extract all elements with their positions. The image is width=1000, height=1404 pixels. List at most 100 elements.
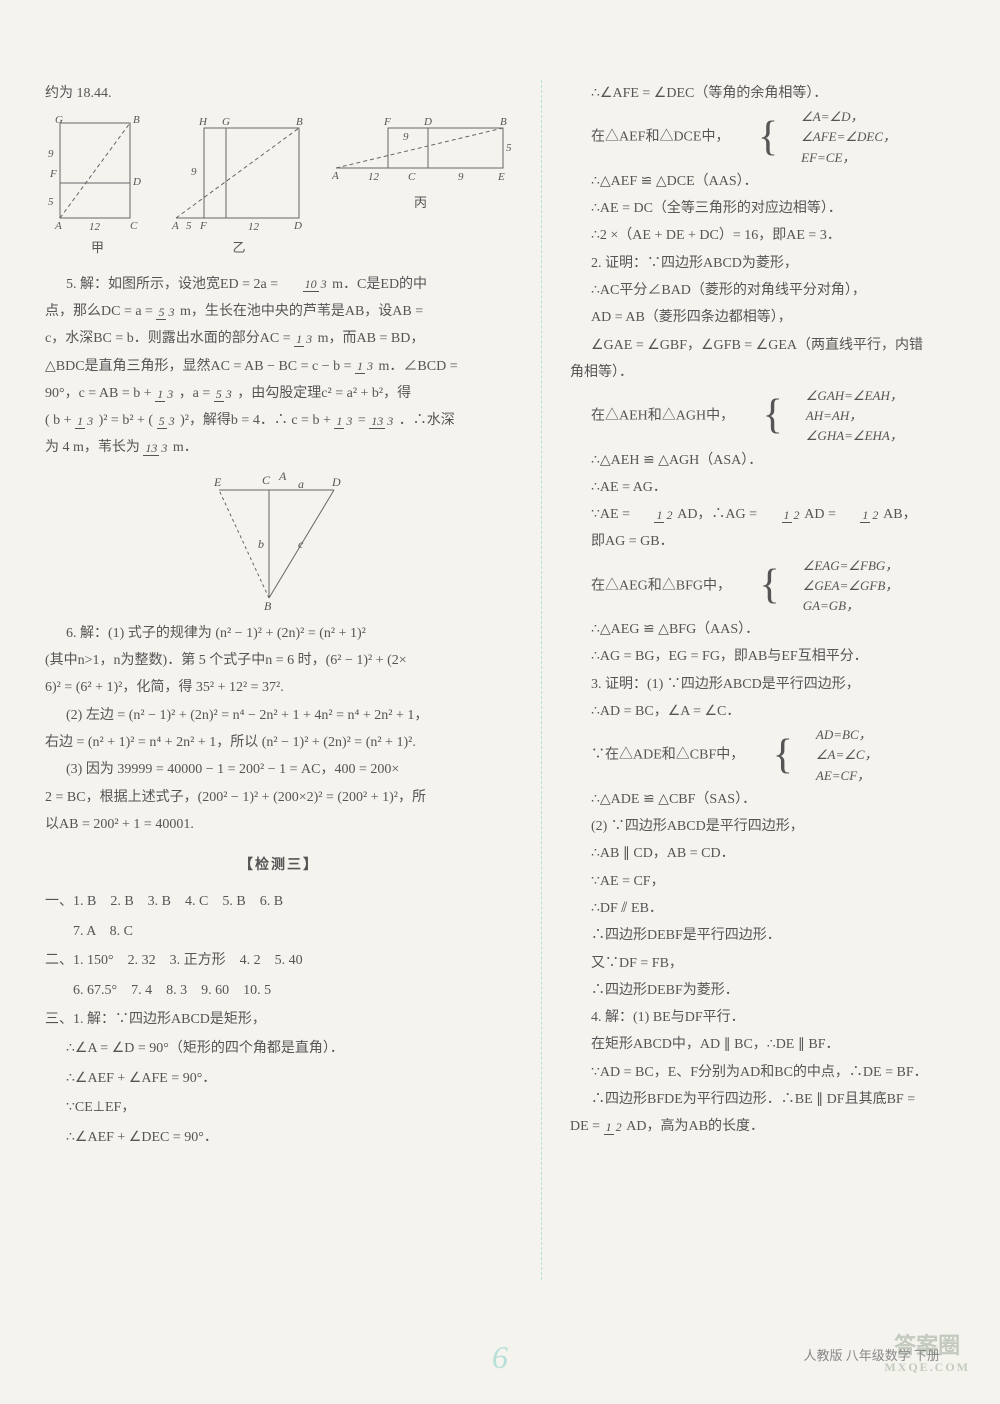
ans-row-3d: ∵CE⊥EF， [45, 1093, 513, 1122]
r20: ∵在△ADE和△CBF中， { AD=BC， ∠A=∠C， AE=CF， [570, 725, 955, 785]
diagram-three-rects: GB FD AC 95 12 甲 [45, 113, 513, 260]
r3: ∴△AEF ≌ △DCE（AAS）． [570, 168, 955, 195]
svg-text:C: C [408, 171, 416, 183]
r31: ∵AD = BC，E、F分别为AD和BC的中点，∴DE = BF． [570, 1059, 955, 1086]
r18: 3. 证明：(1) ∵四边形ABCD是平行四边形， [570, 671, 955, 698]
frac-5-3b: 53 [214, 388, 234, 400]
frac-1-2c: 12 [839, 509, 880, 521]
r6: 2. 证明：∵四边形ABCD为菱形， [570, 250, 955, 277]
svg-text:9: 9 [191, 166, 197, 178]
frac-1-3b: 13 [355, 360, 375, 372]
r23: ∴AB ∥ CD，AB = CD． [570, 840, 955, 867]
r19: ∴AD = BC，∠A = ∠C． [570, 698, 955, 725]
p6-line-e: 右边 = (n² + 1)² = n⁴ + 2n² + 1，所以 (n² − 1… [45, 729, 513, 756]
svg-text:F: F [383, 116, 391, 128]
p6-line-f: (3) 因为 39999 = 40000 − 1 = 200² − 1 = AC… [45, 756, 513, 783]
fig-bing-label: 丙 [328, 190, 513, 215]
ans-row-1b: 7. A 8. C [45, 917, 513, 946]
left-column: 约为 18.44. G B F D A C 9 5 12 [45, 80, 513, 1280]
svg-text:b: b [258, 537, 264, 551]
ans-row-3c: ∴∠AEF + ∠AFE = 90°． [45, 1064, 513, 1093]
svg-text:A: A [331, 170, 339, 182]
watermark: 答案圈 MXQE.COM [884, 1333, 970, 1374]
svg-text:F: F [199, 220, 207, 232]
svg-text:E: E [213, 475, 222, 489]
r16: ∴△AEG ≌ △BFG（AAS）． [570, 616, 955, 643]
ans-row-3a: 三、1. 解：∵四边形ABCD是矩形， [45, 1005, 513, 1034]
frac-1-3d: 13 [75, 415, 95, 427]
r4: ∴AE = DC（全等三角形的对应边相等）． [570, 195, 955, 222]
r17: ∴AG = BG，EG = FG，即AB与EF互相平分． [570, 643, 955, 670]
frac-1-3c: 13 [155, 388, 175, 400]
svg-text:B: B [133, 114, 140, 126]
r9: ∠GAE = ∠GBF，∠GFB = ∠GEA（两直线平行，内错 [570, 332, 955, 359]
p6-line-d: (2) 左边 = (n² − 1)² + (2n)² = n⁴ − 2n² + … [45, 702, 513, 729]
ans-row-2b: 6. 67.5° 7. 4 8. 3 9. 60 10. 5 [45, 976, 513, 1005]
p6-line-h: 以AB = 200² + 1 = 40001. [45, 811, 513, 838]
frac-5-3: 53 [156, 306, 176, 318]
ans-row-1: 一、1. B 2. B 3. B 4. C 5. B 6. B [45, 887, 513, 916]
r9b: 角相等）． [570, 359, 955, 386]
diagram-jia: GB FD AC 95 12 甲 [45, 113, 150, 260]
p6-line-b: (其中n>1，n为整数)．第 5 个式子中n = 6 时，(6² − 1)² +… [45, 647, 513, 674]
ans-row-3e: ∴∠AEF + ∠DEC = 90°． [45, 1123, 513, 1152]
p6-line-c: 6)² = (6² + 1)²，化简，得 35² + 12² = 37². [45, 674, 513, 701]
svg-text:H: H [198, 116, 208, 128]
svg-text:F: F [49, 168, 57, 180]
svg-text:D: D [423, 116, 432, 128]
p5-line-b: 点，那么DC = a = 53 m，生长在池中央的芦苇是AB，设AB = [45, 298, 513, 325]
svg-text:G: G [222, 116, 230, 128]
p5-line-g: 为 4 m，苇长为 133 m． [45, 434, 513, 461]
svg-text:E: E [497, 171, 505, 183]
fig-yi-label: 乙 [164, 235, 314, 260]
frac-5-3c: 53 [157, 415, 177, 427]
p5-line-f: ( b + 13 )² = b² + ( 53 )²，解得b = 4．∴ c =… [45, 407, 513, 434]
watermark-sub: MXQE.COM [884, 1360, 970, 1374]
frac-1-2a: 12 [633, 509, 674, 521]
svg-text:C: C [130, 220, 138, 232]
r32: ∴四边形BFDE为平行四边形．∴BE ∥ DF且其底BF = [570, 1086, 955, 1113]
r2: 在△AEF和△DCE中， { ∠A=∠D， ∠AFE=∠DEC， EF=CE， [570, 107, 955, 167]
r11: ∴△AEH ≌ △AGH（ASA）． [570, 447, 955, 474]
brace-group-3: { ∠EAG=∠FBG， ∠GEA=∠GFB， GA=GB， [739, 556, 899, 616]
diagram-triangle: EC AD B abc [45, 470, 513, 610]
svg-text:9: 9 [458, 171, 464, 183]
svg-text:D: D [331, 475, 341, 489]
r27: 又∵DF = FB， [570, 950, 955, 977]
ans-row-3b: ∴∠A = ∠D = 90°（矩形的四个角都是直角）． [45, 1034, 513, 1063]
frac-10-3: 103 [282, 278, 329, 290]
diagram-triangle-svg: EC AD B abc [204, 470, 354, 610]
diagram-yi: HGB AFD 9512 乙 [164, 113, 314, 260]
svg-text:A: A [54, 220, 62, 232]
svg-text:12: 12 [89, 221, 101, 233]
svg-text:D: D [293, 220, 302, 232]
svg-text:9: 9 [48, 148, 54, 160]
page-columns: 约为 18.44. G B F D A C 9 5 12 [45, 80, 955, 1280]
svg-text:D: D [132, 176, 141, 188]
svg-text:B: B [500, 116, 507, 128]
frac-13-3: 133 [369, 415, 395, 427]
r24: ∵AE = CF， [570, 868, 955, 895]
svg-text:A: A [171, 220, 179, 232]
diagram-bing-svg: FDB ACE 9129 5 [328, 113, 513, 188]
p5-line-d: △BDC是直角三角形，显然AC = AB − BC = c − b = 13 m… [45, 353, 513, 380]
r7: ∴AC平分∠BAD（菱形的对角线平分对角）， [570, 277, 955, 304]
svg-text:B: B [296, 116, 303, 128]
r1: ∴∠AFE = ∠DEC（等角的余角相等）． [570, 80, 955, 107]
r5: ∴2 ×（AE + DE + DC）= 16，即AE = 3． [570, 222, 955, 249]
diagram-bing: FDB ACE 9129 5 丙 [328, 113, 513, 260]
left-line-0: 约为 18.44. [45, 80, 513, 107]
svg-text:5: 5 [48, 196, 54, 208]
p6-line-g: 2 = BC，根据上述式子，(200² − 1)² + (200×2)² = (… [45, 784, 513, 811]
svg-text:9: 9 [403, 131, 409, 143]
r33: DE = 12 AD，高为AB的长度． [570, 1113, 955, 1140]
svg-text:a: a [298, 477, 304, 491]
r13: ∵AE = 12 AD，∴AG = 12 AD = 12 AB， [570, 501, 955, 528]
frac-1-2d: 12 [604, 1121, 624, 1133]
frac-1-3a: 13 [294, 333, 314, 345]
svg-text:5: 5 [186, 220, 192, 232]
r30: 在矩形ABCD中，AD ∥ BC，∴DE ∥ BF． [570, 1031, 955, 1058]
frac-1-3e: 13 [334, 415, 354, 427]
column-divider [541, 80, 542, 1280]
page-number: 6 [492, 1339, 508, 1376]
